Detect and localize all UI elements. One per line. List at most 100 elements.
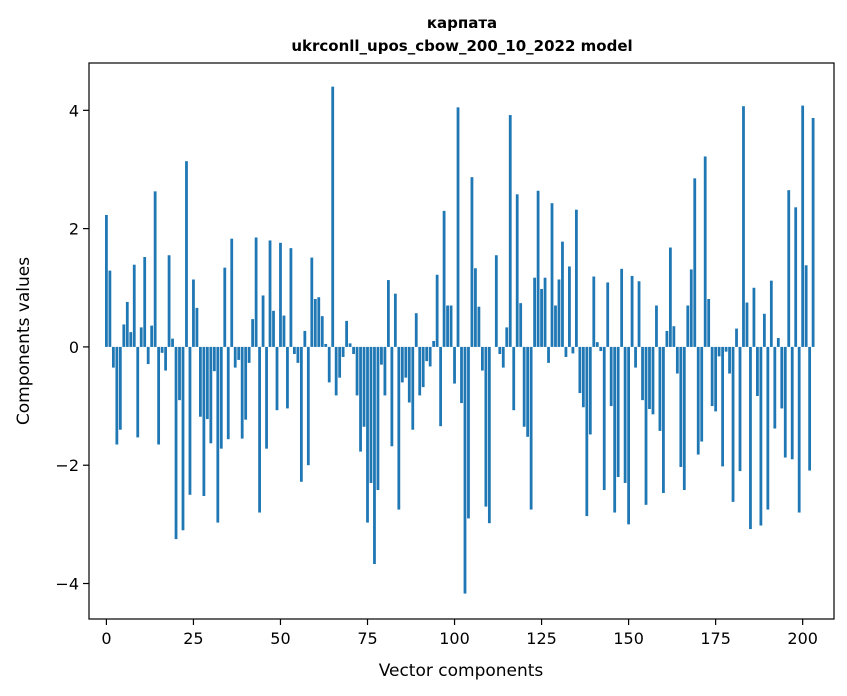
bar-58 [306, 346, 310, 466]
bar-83 [393, 293, 397, 347]
bar-127 [547, 346, 550, 363]
bars-group [105, 86, 815, 594]
bar-142 [599, 346, 603, 352]
bar-173 [707, 299, 711, 347]
bar-150 [627, 346, 630, 525]
bar-102 [460, 346, 463, 404]
bar-166 [682, 346, 686, 491]
bar-129 [554, 305, 557, 347]
bar-163 [672, 326, 676, 347]
y-axis-label: Components values [14, 257, 34, 425]
bar-35 [226, 346, 230, 440]
bar-94 [432, 341, 436, 347]
bar-16 [160, 346, 164, 353]
bar-160 [662, 346, 665, 494]
bar-172 [703, 156, 707, 347]
bar-174 [710, 346, 714, 407]
bar-122 [529, 346, 533, 510]
bar-51 [282, 315, 286, 347]
bar-137 [581, 346, 585, 408]
bar-180 [731, 346, 735, 502]
bar-182 [738, 346, 742, 472]
bar-112 [494, 255, 498, 347]
bar-34 [223, 267, 227, 347]
bar-1 [108, 270, 112, 347]
bar-117 [512, 346, 516, 411]
bar-82 [390, 346, 394, 447]
bar-14 [153, 191, 157, 347]
bar-79 [380, 346, 383, 365]
bar-38 [237, 346, 241, 360]
bar-170 [696, 346, 700, 455]
bar-95 [435, 274, 439, 347]
bar-30 [209, 346, 213, 444]
bar-151 [630, 275, 634, 347]
x-tick-label: 50 [270, 629, 290, 648]
bar-124 [536, 190, 540, 347]
x-tick-label: 175 [700, 629, 731, 648]
bar-23 [185, 161, 188, 347]
bar-119 [519, 303, 523, 347]
bar-17 [164, 346, 167, 371]
bar-169 [693, 178, 697, 347]
bar-136 [578, 346, 582, 394]
bar-88 [411, 346, 415, 430]
y-tick-label: 4 [69, 101, 79, 120]
bar-189 [762, 313, 766, 347]
bar-108 [481, 346, 484, 371]
bar-179 [728, 346, 731, 374]
bar-92 [425, 346, 429, 362]
bar-26 [195, 307, 199, 347]
bar-18 [167, 255, 171, 347]
x-tick-label: 125 [526, 629, 557, 648]
bar-49 [275, 346, 279, 411]
bar-101 [456, 107, 460, 347]
bar-24 [188, 346, 192, 495]
y-tick-label: −4 [55, 575, 79, 594]
bar-195 [783, 346, 787, 458]
bar-115 [505, 327, 509, 347]
x-axis-label: Vector components [379, 661, 544, 681]
bar-194 [780, 346, 784, 409]
bar-44 [258, 346, 261, 513]
bar-158 [655, 305, 658, 347]
bar-19 [171, 338, 174, 347]
bar-184 [745, 302, 749, 347]
bar-187 [756, 346, 759, 396]
bar-25 [192, 279, 195, 347]
bar-135 [574, 209, 578, 347]
bar-147 [616, 346, 620, 478]
bar-90 [418, 346, 422, 396]
bar-21 [178, 346, 181, 401]
bar-153 [637, 281, 641, 347]
bar-105 [470, 177, 474, 347]
bar-72 [355, 346, 359, 396]
bar-4 [118, 346, 122, 430]
bar-141 [595, 342, 599, 347]
bar-70 [348, 343, 352, 347]
bar-20 [174, 346, 178, 540]
bar-126 [543, 277, 547, 347]
bar-199 [797, 346, 801, 513]
bar-7 [129, 332, 133, 347]
bar-33 [219, 346, 223, 449]
bar-28 [202, 346, 206, 496]
bar-27 [199, 346, 202, 417]
bar-145 [609, 346, 613, 407]
bar-8 [132, 264, 136, 347]
bar-84 [397, 346, 401, 510]
bar-68 [341, 346, 345, 357]
bar-118 [515, 194, 519, 347]
bar-0 [105, 215, 108, 347]
bar-41 [247, 346, 251, 363]
x-axis-ticks: 0 25 50 75 100 125 150 175 200 [101, 619, 818, 648]
bar-198 [794, 207, 798, 347]
bar-64 [327, 346, 331, 383]
bar-6 [125, 301, 129, 347]
bar-121 [526, 346, 530, 437]
bar-53 [289, 248, 293, 347]
bar-188 [759, 346, 763, 526]
bar-109 [484, 346, 488, 507]
bar-15 [157, 346, 161, 445]
bar-42 [251, 319, 255, 347]
